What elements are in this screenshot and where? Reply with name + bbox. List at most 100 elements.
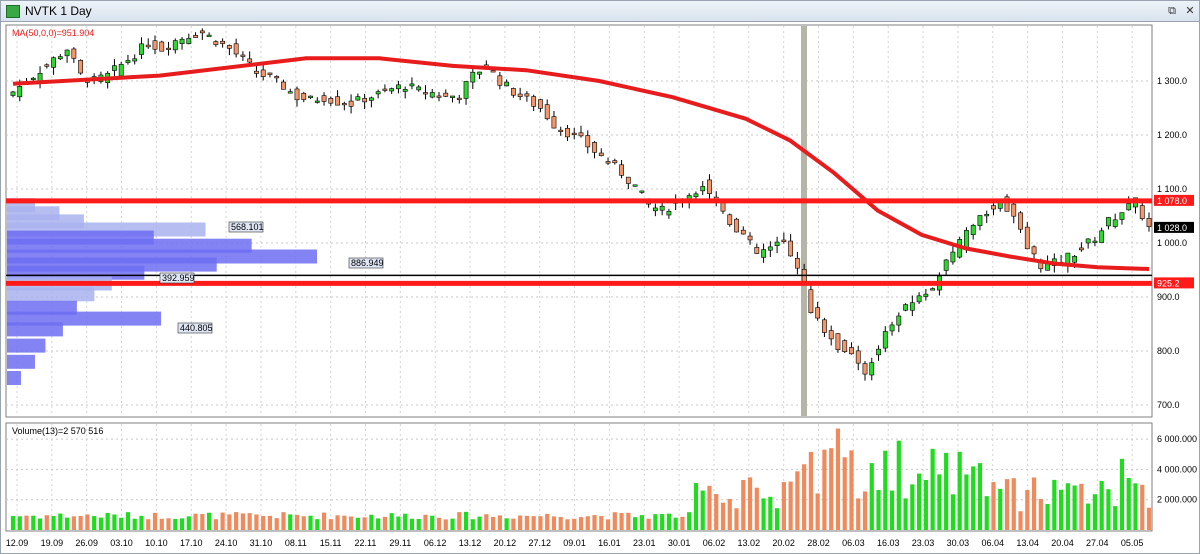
volume-bar — [321, 512, 327, 530]
candle — [903, 304, 908, 311]
chart-area[interactable]: 568.101 886.949 392.959 440.805 MA(50,0,… — [1, 22, 1199, 553]
profile-label-4: 440.805 — [177, 322, 213, 334]
volume-bar — [1065, 483, 1070, 530]
date-tick-label: 27.04 — [1086, 538, 1109, 548]
volume-bar — [1119, 458, 1125, 530]
candle — [233, 43, 239, 55]
date-tick-label: 30.03 — [947, 538, 970, 548]
candle — [206, 34, 212, 37]
volume-bar — [916, 473, 922, 530]
restore-icon[interactable]: ⧉ — [1168, 5, 1176, 17]
resistance-price-tag: 1 078.0 — [1154, 194, 1194, 206]
date-tick-label: 06.02 — [703, 538, 726, 548]
moving-average-line — [12, 56, 1150, 271]
candle — [774, 241, 780, 247]
volume-bar — [991, 482, 996, 530]
volume-bar — [842, 457, 847, 530]
candle — [443, 92, 449, 97]
volume-bar — [687, 512, 692, 530]
window-title: NVTK 1 Day — [25, 4, 92, 18]
candle — [254, 70, 259, 74]
date-tick-label: 06.03 — [842, 538, 865, 548]
volume-bar — [328, 519, 333, 530]
volume-bar — [862, 491, 868, 530]
candle — [1146, 218, 1152, 227]
price-tick-label: 800.0 — [1157, 346, 1180, 356]
volume-bar — [132, 518, 137, 530]
svg-text:925.2: 925.2 — [1157, 278, 1180, 288]
volume-profile-bar — [7, 238, 252, 253]
profile-label-1: 568.101 — [228, 221, 264, 233]
volume-bar — [315, 519, 320, 530]
candle — [416, 86, 422, 91]
candle — [287, 91, 293, 94]
candle — [159, 41, 165, 52]
date-tick-label: 20.12 — [494, 538, 517, 548]
candle — [740, 229, 746, 235]
chart-app-icon — [6, 5, 20, 18]
candle — [166, 47, 171, 50]
candles — [10, 28, 1152, 381]
candle — [632, 184, 638, 187]
volume-bar — [856, 498, 861, 530]
candle — [348, 100, 354, 107]
volume-bar — [673, 517, 678, 530]
candle — [1126, 203, 1132, 211]
candle — [456, 97, 462, 100]
volume-bar — [653, 514, 658, 530]
candle — [578, 132, 584, 137]
volume-bar — [741, 480, 746, 530]
date-axis: 12.09 19.09 26.09 03.10 10.10 17.10 24.10 31.10… — [6, 538, 1144, 548]
candle — [524, 93, 530, 97]
candle — [842, 340, 848, 352]
date-tick-label: 30.01 — [668, 538, 691, 548]
candle — [835, 333, 841, 350]
volume-bar — [484, 514, 489, 530]
candle — [1072, 255, 1078, 263]
price-panel[interactable] — [5, 24, 1153, 418]
candle — [822, 319, 827, 333]
volume-profile-bar — [7, 322, 63, 337]
volume-bar — [1018, 511, 1023, 530]
volume-bar — [1072, 485, 1077, 530]
volume-label: Volume(13)=2 570 516 — [12, 426, 103, 436]
candle — [389, 88, 395, 92]
volume-bar — [1113, 506, 1118, 530]
candle — [247, 58, 253, 63]
volume-bar — [1058, 489, 1064, 530]
date-tick-label: 27.12 — [528, 538, 551, 548]
volume-bar — [267, 515, 273, 530]
candle — [186, 38, 192, 45]
volume-bar — [436, 517, 442, 530]
candle — [429, 92, 435, 98]
candle — [504, 81, 510, 87]
volume-bar — [849, 450, 854, 530]
volume-bar — [470, 519, 475, 530]
volume-bar — [64, 517, 70, 530]
volume-bar — [795, 471, 800, 530]
volume-bar — [626, 512, 631, 530]
volume-bar — [829, 448, 834, 530]
price-tick-label: 1 100.0 — [1157, 184, 1187, 194]
volume-bar — [247, 513, 252, 530]
title-bar[interactable]: NVTK 1 Day ⧉ ✕ — [1, 1, 1199, 22]
candle — [734, 218, 739, 233]
volume-bar — [558, 516, 563, 530]
candle — [450, 95, 455, 98]
candle — [652, 207, 658, 212]
date-tick-label: 13.04 — [1016, 538, 1039, 548]
last-price-tag: 1 028.0 — [1154, 221, 1194, 233]
volume-bar — [44, 515, 49, 530]
volume-bar — [179, 518, 185, 530]
candle — [1112, 219, 1118, 227]
candle — [510, 88, 516, 96]
volume-bar — [389, 513, 394, 530]
candle — [179, 38, 185, 45]
date-tick-label: 26.09 — [75, 538, 98, 548]
volume-bar — [58, 513, 63, 530]
volume-bar — [382, 516, 388, 530]
close-icon[interactable]: ✕ — [1185, 5, 1195, 17]
candle — [598, 152, 604, 157]
candle — [930, 288, 936, 291]
volume-bars — [10, 428, 1152, 530]
